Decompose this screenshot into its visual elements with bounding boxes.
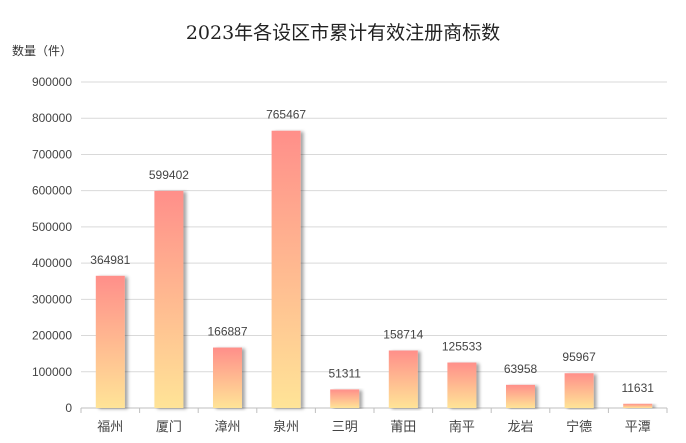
data-label: 125533 (442, 340, 482, 354)
x-tick-label: 龙岩 (507, 419, 533, 434)
bar-泉州 (271, 130, 301, 408)
y-tick-label: 800000 (32, 111, 72, 125)
x-tick-label: 莆田 (390, 419, 416, 434)
data-label: 765467 (266, 108, 306, 122)
x-tick-label: 宁德 (566, 419, 592, 434)
bar-漳州 (213, 347, 242, 408)
bar-宁德 (564, 373, 594, 408)
y-tick-label: 900000 (32, 75, 72, 89)
y-tick-label: 100000 (32, 365, 72, 379)
bar-福州 (95, 275, 125, 408)
y-tick-label: 400000 (32, 256, 72, 270)
bar-莆田 (388, 350, 418, 408)
x-tick-label: 厦门 (156, 419, 182, 434)
x-tick-label: 三明 (332, 419, 358, 434)
bar-南平 (447, 362, 477, 408)
y-axis-label: 数量（件） (12, 44, 73, 58)
y-tick-label: 300000 (32, 292, 72, 306)
bar-平潭 (623, 403, 653, 408)
bar-龙岩 (506, 384, 535, 408)
bar-厦门 (154, 190, 184, 408)
data-label: 166887 (207, 325, 247, 339)
x-tick-label: 南平 (449, 419, 475, 434)
data-label: 51311 (328, 366, 361, 380)
x-tick-label: 福州 (97, 419, 123, 434)
data-label: 599402 (149, 168, 189, 182)
x-tick-label: 漳州 (214, 419, 240, 434)
bar-三明 (330, 389, 360, 408)
y-tick-label: 700000 (32, 147, 72, 161)
chart-title: 2023年各设区市累计有效注册商标数 (185, 22, 501, 44)
data-label: 158714 (383, 328, 423, 342)
y-tick-label: 200000 (32, 329, 72, 343)
x-tick-label: 泉州 (273, 419, 299, 434)
data-label: 11631 (621, 381, 654, 395)
y-tick-label: 0 (65, 401, 72, 415)
data-label: 95967 (562, 350, 596, 364)
data-label: 63958 (504, 362, 538, 376)
x-tick-label: 平潭 (625, 419, 651, 434)
y-tick-label: 500000 (32, 220, 72, 234)
y-tick-label: 600000 (32, 184, 72, 198)
data-label: 364981 (90, 253, 130, 267)
